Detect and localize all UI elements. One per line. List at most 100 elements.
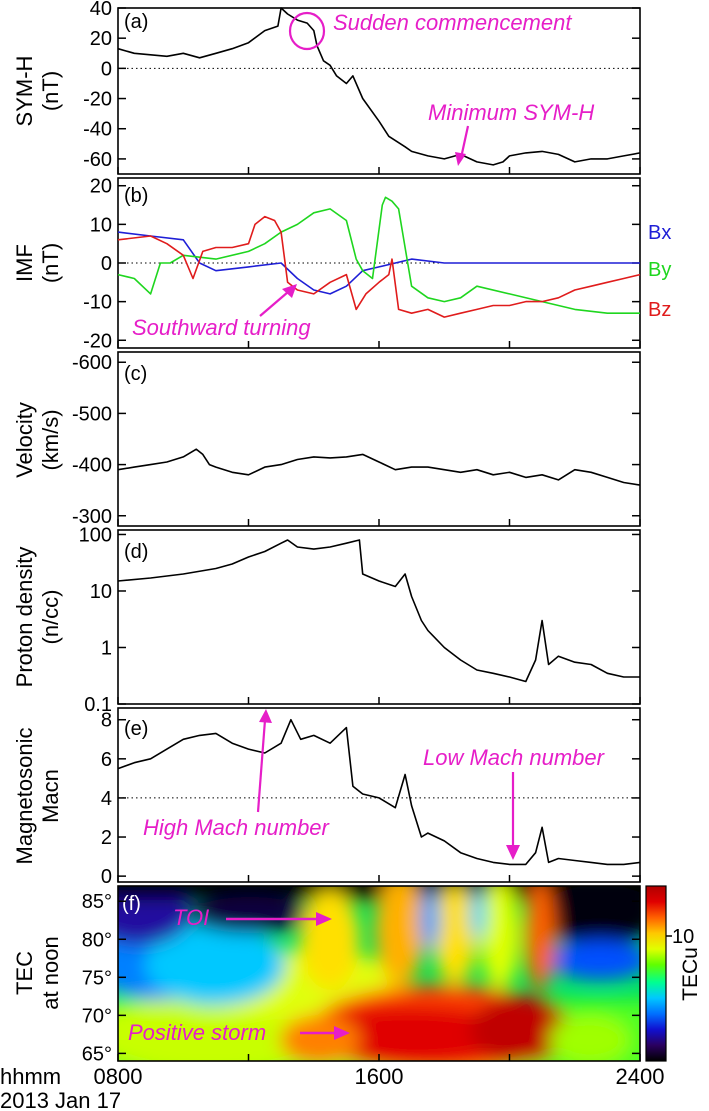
panel-e-label: (e) bbox=[124, 718, 148, 740]
ytick-label: 80° bbox=[82, 929, 112, 951]
series-line-proton-density bbox=[117, 539, 640, 683]
ytick-label: 8 bbox=[101, 710, 112, 732]
ytick-label: 20 bbox=[90, 28, 112, 50]
positive-storm-label: Positive storm bbox=[128, 1020, 266, 1045]
southward-turning-arrow bbox=[259, 291, 289, 317]
panel-e-series bbox=[117, 718, 641, 882]
ytick-label: -400 bbox=[72, 455, 112, 477]
toi-label: TOI bbox=[173, 905, 209, 930]
panel-b-ylabel-line2: (nT) bbox=[38, 243, 63, 283]
ytick-label: -60 bbox=[83, 149, 112, 171]
series-line-velocity bbox=[117, 448, 641, 486]
heat-cell bbox=[145, 925, 285, 1005]
ytick-label: 85° bbox=[82, 891, 112, 913]
ytick-label: 10 bbox=[90, 214, 112, 236]
ytick-label: -10 bbox=[83, 292, 112, 314]
panel-f-yticks: 85° 80° 75° 70° 65° bbox=[82, 891, 640, 1065]
xtick-label: 2400 bbox=[616, 1064, 665, 1089]
heat-cell bbox=[470, 890, 486, 940]
heat-cell bbox=[190, 897, 310, 933]
ytick-label: -300 bbox=[72, 506, 112, 528]
panel-f: (f) TEC at noon 85° 80° 75° 70° 65° 0800 1600… bbox=[12, 885, 702, 1089]
panel-b: (b) IMF (nT) 20 10 0 -10 -20 Bx By Bz Southw… bbox=[12, 176, 671, 353]
panel-e: (e) Magnetosonic Macn 8 6 4 2 0 High Mach nu… bbox=[12, 707, 641, 888]
panel-a-ylabel-line2: (nT) bbox=[38, 71, 63, 111]
panel-d-series bbox=[117, 539, 641, 704]
ytick-label: -20 bbox=[83, 89, 112, 111]
southward-turning-arrowhead bbox=[282, 284, 297, 298]
panel-c-frame bbox=[117, 351, 641, 527]
heat-cell bbox=[470, 995, 570, 1061]
panel-b-series bbox=[117, 196, 641, 348]
panel-a-label: (a) bbox=[124, 11, 148, 33]
ytick-label: 0 bbox=[101, 253, 112, 275]
colorbar-tick-label: 10 bbox=[672, 926, 694, 948]
heat-cell bbox=[300, 890, 360, 990]
series-line-magnetosonic-mach-number bbox=[117, 718, 641, 866]
heat-cell bbox=[540, 886, 640, 945]
xtick-label: 1600 bbox=[355, 1064, 404, 1089]
ytick-label: 0 bbox=[101, 58, 112, 80]
positive-storm-arrowhead bbox=[334, 1026, 350, 1040]
series-line-bx bbox=[117, 231, 640, 295]
panel-f-ylabel-line1: TEC bbox=[12, 951, 37, 995]
ytick-label: 75° bbox=[82, 967, 112, 989]
ytick-label: 1 bbox=[101, 637, 112, 659]
colorbar-label: TECu bbox=[679, 947, 702, 1001]
ytick-label: 70° bbox=[82, 1005, 112, 1027]
panel-d: (d) Proton density (n/cc) 100 10 1 0.1 bbox=[12, 524, 641, 716]
panel-d-yticks: 100 10 1 0.1 bbox=[79, 524, 640, 716]
panel-c-ylabel-line1: Velocity bbox=[12, 402, 37, 478]
panel-b-ylabel-line1: IMF bbox=[12, 244, 37, 282]
panel-a-yticks: 40 20 0 -20 -40 -60 bbox=[83, 0, 640, 171]
series-line-sym-h bbox=[117, 7, 641, 166]
panel-c-yticks: -600 -500 -400 -300 bbox=[72, 352, 640, 528]
panel-a: (a) SYM-H (nT) 40 20 0 -20 -40 -60 Sudden com… bbox=[12, 0, 641, 175]
ytick-label: 2 bbox=[101, 827, 112, 849]
high-mach-label: High Mach number bbox=[143, 815, 331, 840]
xaxis-caption: hhmm bbox=[0, 1064, 61, 1089]
southward-turning-label: Southward turning bbox=[132, 315, 311, 340]
series-line-bz bbox=[117, 215, 641, 318]
panel-a-ylabel-line1: SYM-H bbox=[12, 56, 37, 127]
panel-d-ylabel-line1: Proton density bbox=[12, 547, 37, 688]
heat-cell bbox=[375, 886, 425, 985]
panel-b-label: (b) bbox=[124, 185, 148, 207]
ytick-label: 40 bbox=[90, 0, 112, 20]
heat-cell bbox=[550, 1015, 630, 1061]
panel-f-xticks: 0800 1600 2400 bbox=[94, 1054, 665, 1089]
legend-bz: Bz bbox=[648, 299, 671, 321]
panel-d-frame bbox=[117, 529, 641, 705]
heat-cell bbox=[433, 886, 477, 985]
panel-f-label: (f) bbox=[122, 893, 141, 915]
xtick-label: 0800 bbox=[94, 1064, 143, 1089]
panel-c-label: (c) bbox=[124, 363, 147, 385]
ytick-label: 0.1 bbox=[84, 694, 112, 716]
legend-by: By bbox=[648, 259, 671, 281]
panel-d-label: (d) bbox=[124, 541, 148, 563]
legend-bx: Bx bbox=[648, 222, 671, 244]
sudden-commencement-label: Sudden commencement bbox=[333, 10, 572, 35]
sudden-commencement-marker bbox=[288, 11, 326, 51]
high-mach-arrow bbox=[256, 719, 267, 813]
minimum-symh-label: Minimum SYM-H bbox=[428, 100, 594, 125]
heat-cell bbox=[280, 1015, 360, 1061]
ytick-label: -20 bbox=[83, 330, 112, 352]
heat-cell bbox=[525, 886, 555, 990]
ytick-label: 65° bbox=[82, 1043, 112, 1065]
colorbar bbox=[645, 885, 667, 1062]
heat-cell bbox=[118, 886, 190, 945]
heat-cell bbox=[550, 940, 640, 980]
low-mach-label: Low Mach number bbox=[423, 745, 606, 770]
high-mach-arrowhead bbox=[259, 709, 272, 723]
panel-d-ylabel-line2: (n/cc) bbox=[38, 590, 63, 645]
ytick-label: 100 bbox=[79, 524, 112, 546]
panel-c-series bbox=[117, 448, 641, 526]
minimum-symh-arrow bbox=[459, 125, 470, 159]
ytick-label: 4 bbox=[101, 788, 112, 810]
low-mach-arrowhead bbox=[506, 845, 520, 860]
date-caption: 2013 Jan 17 bbox=[0, 1088, 121, 1111]
panel-a-series bbox=[117, 7, 641, 174]
heat-cell bbox=[480, 886, 520, 990]
